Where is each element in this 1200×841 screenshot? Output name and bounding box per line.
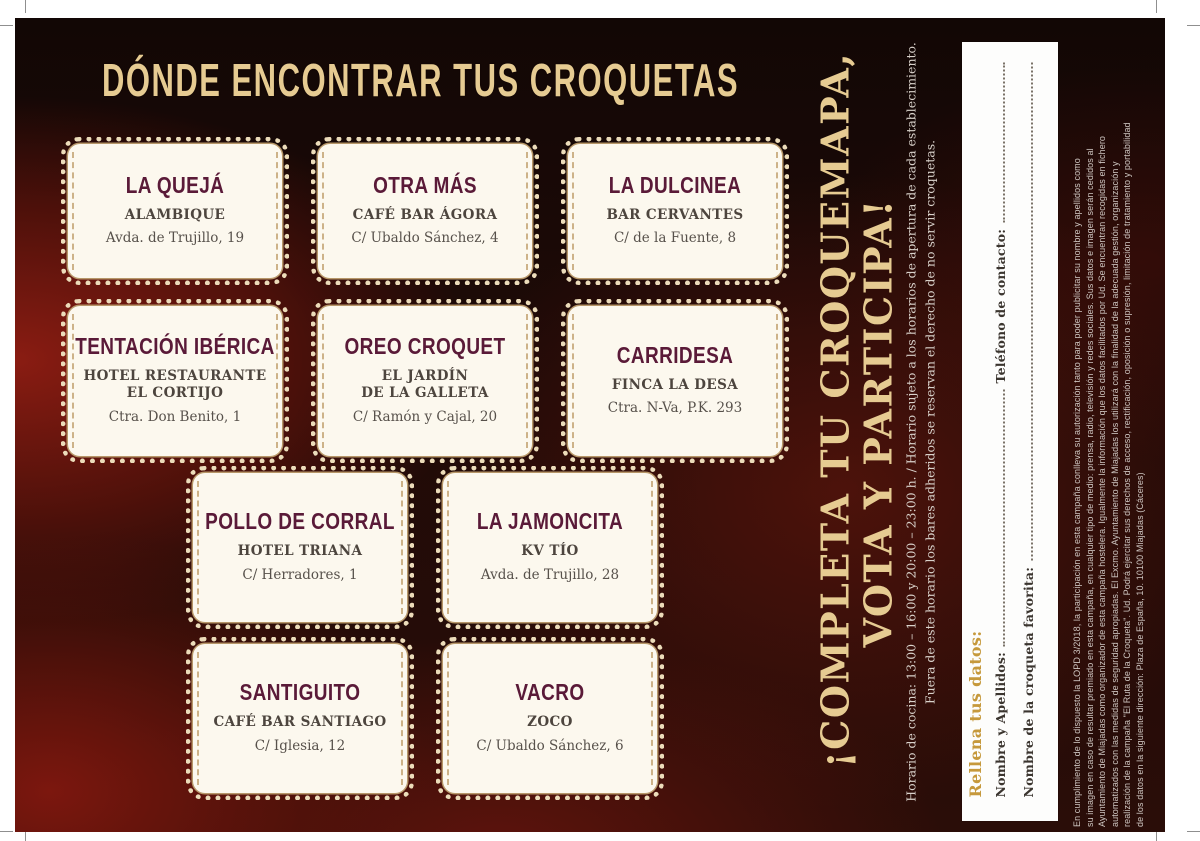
venue-place: CAFÉ BAR SANTIAGO [213,714,387,731]
crop-mark [1156,0,1157,13]
venue-card: POLLO DE CORRAL HOTEL TRIANA C/ Herrador… [186,466,414,629]
cta-line2: VOTA Y PARTICIPA! [855,198,900,648]
schedule-line2: Fuera de este horario los bares adherido… [923,139,938,705]
legal-line: Ayuntamiento de Miajadas como organizado… [1097,135,1108,827]
crop-mark [1187,831,1200,832]
venue-card: LA JAMONCITA KV TÍO Avda. de Trujillo, 2… [436,466,664,629]
legal-line: su imagen en caso de resultar premiado e… [1084,148,1095,827]
venue-card: SANTIGUITO CAFÉ BAR SANTIAGO C/ Iglesia,… [186,637,414,800]
venue-place: HOTEL RESTAURANTE EL CORTIJO [83,368,267,401]
venue-card: OREO CROQUET EL JARDÍN DE LA GALLETA C/ … [311,299,539,463]
venue-name: LA DULCINEA [608,173,742,199]
legal-line: realización de la campaña "El Ruta de la… [1122,122,1133,827]
favorite-croqueta-field-line [1022,62,1033,561]
venue-name: LA JAMONCITA [476,509,624,536]
phone-field-line [994,62,1005,223]
cta-line1: ¡COMPLETA TU CROQUEMAPA, [812,51,858,768]
venue-address: C/ Ubaldo Sánchez, 4 [351,230,499,247]
venue-address: Ctra. N-Va, P.K. 293 [607,400,743,417]
schedule-line1: Horario de cocina: 13:00 – 16:00 y 20:00… [903,42,919,802]
venue-card: VACRO ZOCO C/ Ubaldo Sánchez, 6 [436,637,664,800]
crop-mark [0,25,13,26]
venue-card: CARRIDESA FINCA LA DESA Ctra. N-Va, P.K.… [561,299,789,463]
legal-line: automatizados con las medidas de segurid… [1110,161,1120,827]
legal-line: de los datos en la siguiente dirección: … [1135,472,1146,827]
form-content: Rellena tus datos: Nombre y Apellidos: T… [964,53,1056,810]
schedule-note: Horario de cocina: 13:00 – 16:00 y 20:00… [902,26,941,818]
venue-card: LA QUEJÁ ALAMBIQUE Avda. de Trujillo, 19 [61,137,289,285]
venue-name: VACRO [515,680,585,707]
venue-name: CARRIDESA [616,343,734,369]
venue-place: EL JARDÍN DE LA GALLETA [361,368,489,401]
favorite-croqueta-field-label: Nombre de la croqueta favorita: [1021,566,1036,798]
crop-mark [1156,828,1157,841]
name-field-label: Nombre y Apellidos: [993,652,1008,798]
page-title: DÓNDE ENCONTRAR TUS CROQUETAS [101,54,740,107]
venue-address: C/ Ramón y Cajal, 20 [352,408,498,425]
venue-name: SANTIGUITO [239,680,361,707]
venue-address: C/ Ubaldo Sánchez, 6 [476,737,624,754]
form-panel [962,42,1058,821]
phone-field-label: Teléfono de contacto: [993,228,1008,384]
legal-line: En cumplimiento de lo dispuesto la LOPD … [1072,158,1083,827]
venue-name: LA QUEJÁ [125,173,225,199]
venue-address: C/ Iglesia, 12 [254,737,346,754]
venue-name: POLLO DE CORRAL [205,509,395,536]
venue-place: ZOCO [527,714,573,731]
venue-name: OTRA MÁS [373,173,477,199]
crop-mark [25,828,26,841]
venue-card: LA DULCINEA BAR CERVANTES C/ de la Fuent… [561,137,789,285]
venue-place: FINCA LA DESA [611,376,739,393]
venue-name: TENTACIÓN IBÉRICA [75,334,275,361]
venue-address: Avda. de Trujillo, 28 [480,566,620,583]
venue-place: KV TÍO [521,543,579,560]
venue-address: Avda. de Trujillo, 19 [105,230,245,247]
crop-mark [25,0,26,13]
venue-address: C/ de la Fuente, 8 [613,230,737,247]
venue-card: TENTACIÓN IBÉRICA HOTEL RESTAURANTE EL C… [61,299,289,463]
form-heading: Rellena tus datos: [966,630,985,798]
venue-address: Ctra. Don Benito, 1 [108,408,242,425]
crop-mark [1187,25,1200,26]
legal-text: En cumplimiento de lo dispuesto la LOPD … [1071,27,1147,827]
venue-place: ALAMBIQUE [124,206,226,223]
venue-place: HOTEL TRIANA [237,543,363,560]
crop-mark [0,831,13,832]
venue-place: CAFÉ BAR ÁGORA [352,206,498,223]
venue-address: C/ Herradores, 1 [242,566,358,583]
venue-name: OREO CROQUET [344,334,506,361]
venue-place: BAR CERVANTES [606,206,744,223]
name-field-line [994,389,1005,647]
cta-vertical-text: ¡COMPLETA TU CROQUEMAPA, VOTA Y PARTICIP… [812,51,900,768]
venue-card: OTRA MÁS CAFÉ BAR ÁGORA C/ Ubaldo Sánche… [311,137,539,285]
